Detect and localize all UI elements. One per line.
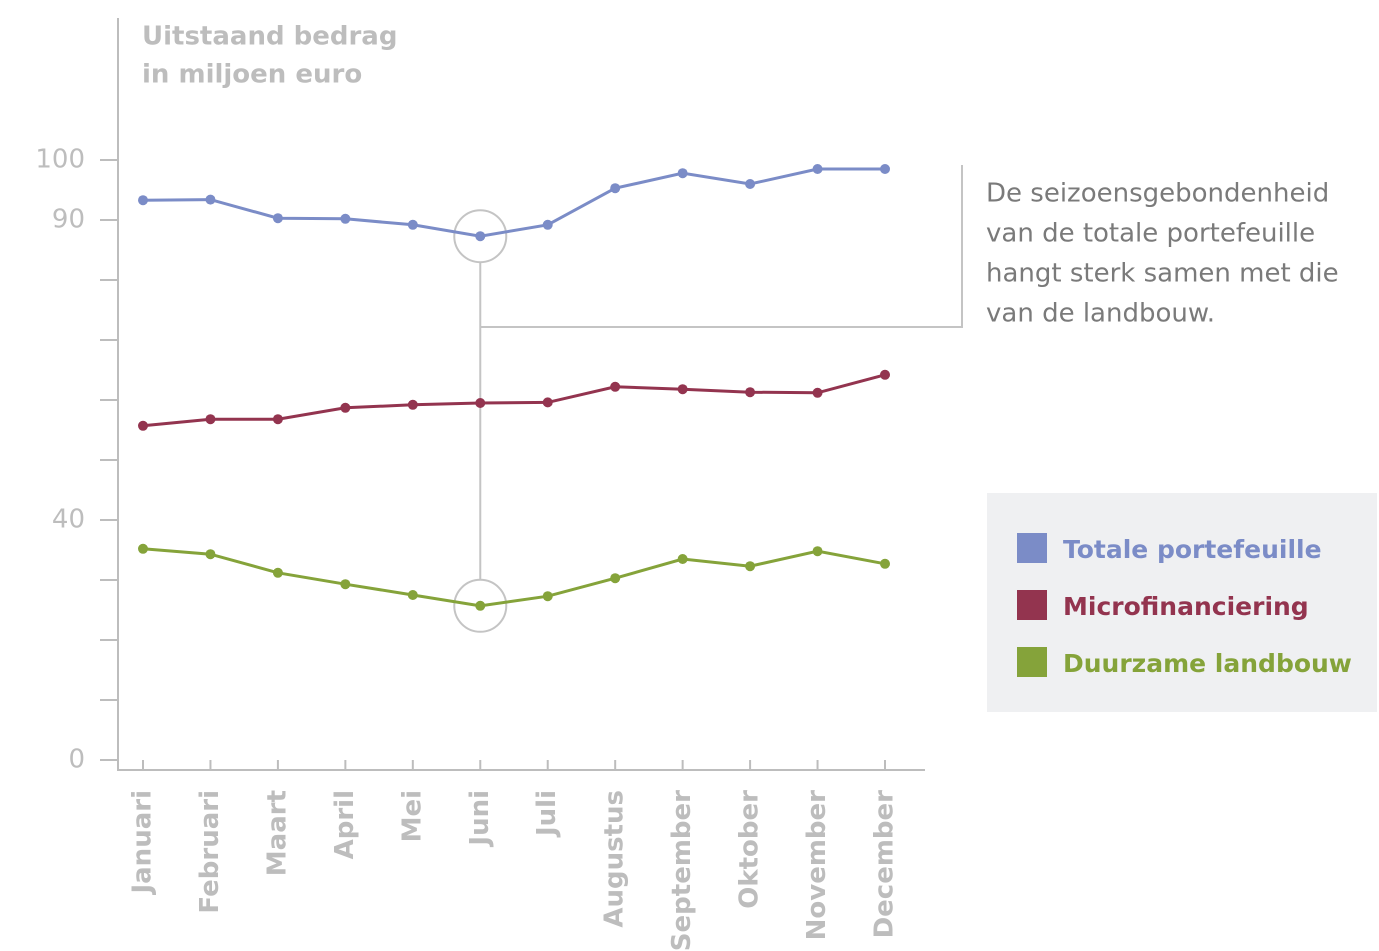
x-tick-label: November [802,790,832,941]
data-point [475,398,486,408]
annotation: De seizoensgebondenheid [986,179,1329,209]
x-tick-label: Januari [128,790,158,896]
data-point [745,387,756,398]
data-point [205,414,216,425]
data-point [138,543,148,554]
data-point [138,420,148,431]
x-tick-label: December [870,790,900,939]
data-point [677,554,688,564]
y-axis-label: in miljoen euro [142,60,362,90]
data-point [340,402,351,413]
series-line [142,373,886,428]
legend-label: Microfinanciering [1063,592,1309,621]
data-point [407,219,418,230]
data-point [340,579,351,590]
data-point [205,549,216,560]
x-tick-label: September [667,790,697,951]
data-point [677,384,688,395]
x-tick-label: Juni [465,790,495,848]
annotation-connector [479,165,963,580]
x-tick-label: Augustus [600,790,630,928]
y-axis-label: Uitstaand bedrag [142,22,397,52]
data-point [677,168,688,179]
y-tick-label: 0 [68,745,85,775]
legend-swatch [1017,590,1047,620]
data-point [272,414,283,425]
data-point [610,573,621,584]
legend-swatch [1017,647,1047,677]
annotation: hangt sterk samen met die [986,259,1339,289]
legend-box [987,493,1377,712]
data-point [272,213,283,224]
x-tick-label: Mei [397,790,427,842]
y-tick-label: 100 [35,145,85,175]
data-point [340,213,351,224]
series-line [142,167,885,238]
data-point [407,590,418,600]
data-point [812,387,823,398]
data-point [542,591,553,602]
annotation: van de totale portefeuille [986,219,1315,249]
data-point [880,369,890,380]
legend-label: Totale portefeuille [1063,535,1322,564]
data-point [138,195,148,206]
data-point [475,231,486,242]
series-line [142,547,886,608]
data-point [745,561,756,572]
data-point [812,546,823,557]
x-tick-label: Oktober [735,790,765,909]
data-point [542,397,553,408]
x-tick-label: Juli [532,790,562,838]
y-tick-label: 40 [52,505,85,535]
data-point [745,179,756,189]
data-point [542,219,553,230]
data-point [812,164,823,174]
x-tick-label: April [330,790,360,859]
annotation: van de landbouw. [986,299,1215,329]
data-point [880,164,890,174]
x-tick-label: Maart [262,790,292,876]
data-point [407,399,418,410]
data-point [610,183,621,194]
x-tick-label: Februari [195,790,225,914]
legend-swatch [1017,533,1047,563]
data-point [205,194,216,205]
data-point [475,600,486,611]
legend-label: Duurzame landbouw [1063,649,1352,678]
data-point [272,567,283,578]
data-point [880,558,890,569]
data-point [610,381,621,392]
y-tick-label: 90 [52,205,85,235]
